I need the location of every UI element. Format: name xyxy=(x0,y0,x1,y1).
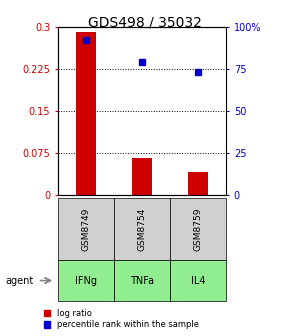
Text: GDS498 / 35032: GDS498 / 35032 xyxy=(88,15,202,29)
Text: TNFa: TNFa xyxy=(130,276,154,286)
Text: GSM8749: GSM8749 xyxy=(81,208,90,251)
Bar xyxy=(188,172,208,195)
Legend: log ratio, percentile rank within the sample: log ratio, percentile rank within the sa… xyxy=(42,307,200,331)
Bar xyxy=(76,33,96,195)
Text: GSM8759: GSM8759 xyxy=(194,208,203,251)
Text: IFNg: IFNg xyxy=(75,276,97,286)
Text: GSM8754: GSM8754 xyxy=(137,208,147,251)
Text: agent: agent xyxy=(6,276,34,286)
Bar xyxy=(132,159,152,195)
Text: IL4: IL4 xyxy=(191,276,205,286)
